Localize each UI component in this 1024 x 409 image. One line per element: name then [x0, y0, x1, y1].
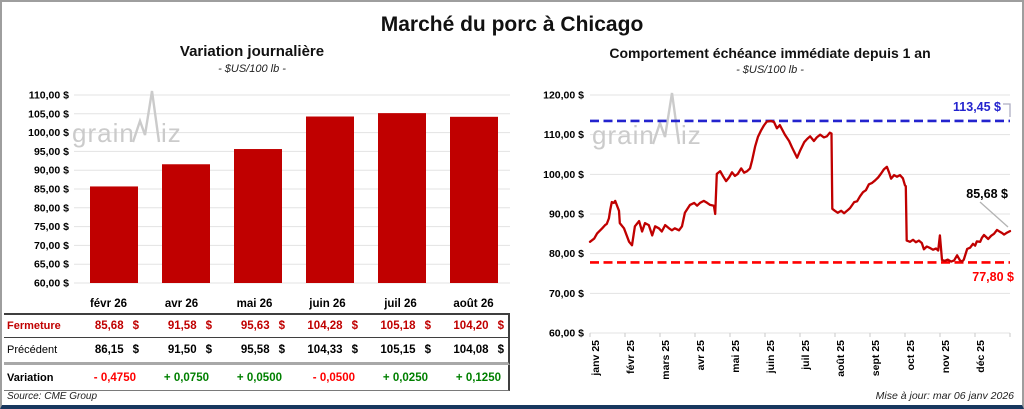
bars	[90, 113, 498, 283]
svg-text:iz: iz	[681, 120, 702, 150]
price-table: févr 26 avr 26 mai 26 juin 26 juil 26 août 26…	[4, 294, 510, 391]
variation-value-4: + 0,0250	[382, 371, 428, 384]
max-label-hook	[1003, 103, 1011, 117]
month-header-3: juin 26	[309, 297, 346, 310]
line-ytick-label: 70,00 $	[549, 288, 584, 300]
line-xtick-label: févr 25	[625, 340, 637, 374]
bar-ytick-label: 100,00 $	[28, 127, 69, 139]
svg-text:grain: grain	[72, 118, 135, 148]
line-ytick-label: 60,00 $	[549, 328, 584, 340]
line-xaxis: janv 25 févr 25 mars 25 avr 25 mai 25 juin 25…	[589, 333, 1011, 380]
updated-note: Mise à jour: mar 06 janv 2026	[875, 390, 1014, 402]
fermeture-value-3: 104,28 $	[307, 320, 358, 332]
precedent-value-4: 105,15 $	[380, 344, 431, 356]
fermeture-value-1: 91,58 $	[167, 320, 212, 332]
bar-ytick-label: 90,00 $	[34, 165, 69, 177]
bar-chart-subtitle: - $US/100 lb -	[218, 63, 286, 75]
bar-4	[378, 113, 426, 283]
month-header-2: mai 26	[236, 297, 273, 310]
variation-value-3: - 0,0500	[312, 371, 355, 384]
bar-gridlines: 110,00 $ 105,00 $ 100,00 $ 95,00 $ 90,00 $ 85…	[28, 90, 510, 290]
line-xtick-label: juil 25	[800, 340, 812, 371]
line-xtick-label: oct 25	[905, 340, 917, 371]
bar-ytick-label: 75,00 $	[34, 221, 69, 233]
svg-text:iz: iz	[161, 118, 182, 148]
line-xtick-label: avr 25	[695, 340, 707, 371]
bar-ytick-label: 95,00 $	[34, 146, 69, 158]
month-header-1: avr 26	[164, 297, 199, 310]
bar-ytick-label: 85,00 $	[34, 184, 69, 196]
line-xtick-label: janv 25	[590, 340, 602, 377]
source-note: Source: CME Group	[7, 391, 98, 402]
bar-5	[450, 116, 498, 283]
row-label-fermeture: Fermeture	[7, 320, 61, 332]
row-label-variation: Variation	[7, 371, 54, 384]
precedent-value-2: 95,58 $	[240, 344, 285, 356]
bar-chart: 110,00 $ 105,00 $ 100,00 $ 95,00 $ 90,00 $ 85…	[28, 90, 510, 290]
grainwiz-watermark: grain iz	[592, 92, 702, 150]
bar-ytick-label: 105,00 $	[28, 108, 69, 120]
month-header-5: août 26	[453, 297, 494, 310]
bar-2	[234, 149, 282, 283]
grainwiz-watermark: grain iz	[72, 90, 182, 148]
precedent-value-3: 104,33 $	[307, 344, 358, 356]
table-row-precedent: Précédent 86,15 $ 91,50 $ 95,58 $ 104,33 $ 105,15…	[4, 338, 510, 365]
table-row-fermeture: Fermeture 85,68 $ 91,58 $ 95,63 $ 104,28 $ 105,18…	[4, 315, 510, 338]
bar-1	[162, 164, 210, 283]
min-value-label: 77,80 $	[972, 270, 1014, 284]
line-xtick-label: mai 25	[730, 340, 742, 373]
line-ytick-label: 80,00 $	[549, 248, 584, 260]
bar-ytick-label: 70,00 $	[34, 240, 69, 252]
line-ytick-label: 120,00 $	[543, 90, 584, 102]
line-ytick-label: 110,00 $	[544, 129, 584, 141]
page-title: Marché du porc à Chicago	[380, 13, 644, 36]
bar-ytick-label: 65,00 $	[34, 259, 69, 271]
table-row-variation: Variation - 0,4750 + 0,0750 + 0,0500 - 0,050…	[4, 365, 510, 391]
max-value-label: 113,45 $	[953, 100, 1001, 114]
fermeture-value-0: 85,68 $	[94, 320, 139, 332]
fermeture-value-2: 95,63 $	[240, 320, 285, 332]
line-chart-title: Comportement échéance immédiate depuis 1…	[609, 45, 931, 61]
table-header-row: févr 26 avr 26 mai 26 juin 26 juil 26 août 26	[4, 294, 510, 315]
price-line	[588, 119, 1012, 263]
variation-value-2: + 0,0500	[236, 371, 282, 384]
variation-value-0: - 0,4750	[93, 371, 136, 384]
line-xtick-label: juin 25	[765, 340, 777, 374]
last-value-label: 85,68 $	[966, 187, 1008, 201]
bar-ytick-label: 60,00 $	[34, 278, 69, 290]
line-xtick-label: nov 25	[940, 340, 952, 373]
bar-ytick-label: 80,00 $	[34, 202, 69, 214]
line-xtick-label: août 25	[835, 340, 847, 377]
svg-text:grain: grain	[592, 120, 655, 150]
fermeture-value-5: 104,20 $	[453, 320, 504, 332]
month-header-4: juil 26	[384, 297, 417, 310]
bar-0	[90, 186, 138, 283]
line-chart-panel: Comportement échéance immédiate depuis 1…	[514, 2, 1024, 407]
variation-value-5: + 0,1250	[455, 371, 501, 384]
line-chart-subtitle: - $US/100 lb -	[736, 64, 804, 76]
line-ytick-label: 100,00 $	[543, 169, 584, 181]
line-chart: 120,00 $ 110,00 $ 100,00 $ 90,00 $ 80,00 $ 70…	[543, 90, 1014, 380]
line-xtick-label: mars 25	[660, 340, 672, 380]
month-header-0: févr 26	[89, 297, 128, 310]
row-label-precedent: Précédent	[7, 344, 58, 356]
bar-chart-panel: Variation journalière - $US/100 lb - 110…	[2, 2, 514, 407]
precedent-value-5: 104,08 $	[453, 344, 504, 356]
line-ytick-label: 90,00 $	[549, 209, 584, 221]
bar-ytick-label: 110,00 $	[29, 90, 69, 102]
line-xtick-label: sept 25	[870, 340, 882, 376]
line-xtick-label: déc 25	[975, 340, 987, 373]
bar-3	[306, 116, 354, 283]
variation-value-1: + 0,0750	[163, 371, 209, 384]
bar-chart-title: Variation journalière	[179, 43, 325, 60]
fermeture-value-4: 105,18 $	[380, 320, 431, 332]
line-gridlines: 120,00 $ 110,00 $ 100,00 $ 90,00 $ 80,00 $ 70…	[543, 90, 1010, 340]
precedent-value-0: 86,15 $	[94, 344, 139, 356]
precedent-value-1: 91,50 $	[167, 344, 212, 356]
last-value-leader	[979, 201, 1009, 228]
